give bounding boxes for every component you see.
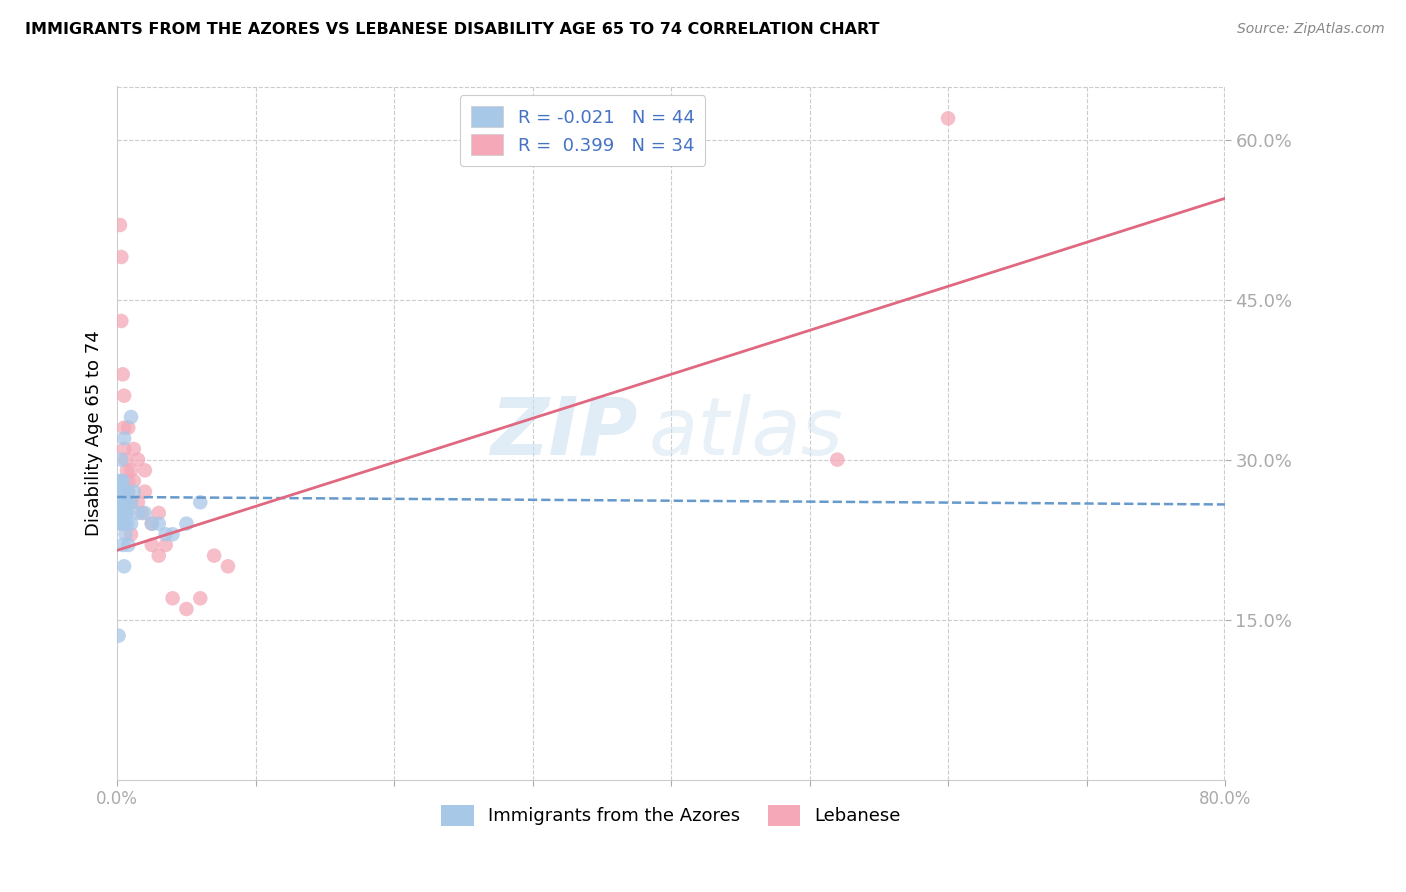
Point bbox=[176, 602, 198, 616]
Point bbox=[162, 527, 184, 541]
Point bbox=[110, 314, 132, 328]
Point bbox=[114, 484, 136, 499]
Point bbox=[112, 442, 135, 456]
Point bbox=[114, 495, 136, 509]
Point bbox=[217, 559, 239, 574]
Text: ZIP: ZIP bbox=[491, 394, 638, 472]
Point bbox=[188, 495, 211, 509]
Point bbox=[127, 506, 149, 520]
Point bbox=[112, 506, 135, 520]
Point bbox=[110, 506, 132, 520]
Point bbox=[936, 112, 959, 126]
Point bbox=[141, 516, 163, 531]
Point bbox=[117, 495, 139, 509]
Text: atlas: atlas bbox=[650, 394, 844, 472]
Point bbox=[110, 452, 132, 467]
Point bbox=[122, 484, 145, 499]
Text: Source: ZipAtlas.com: Source: ZipAtlas.com bbox=[1237, 22, 1385, 37]
Point bbox=[141, 516, 163, 531]
Point bbox=[141, 538, 163, 552]
Point bbox=[111, 484, 134, 499]
Point bbox=[115, 463, 138, 477]
Point bbox=[114, 452, 136, 467]
Point bbox=[114, 527, 136, 541]
Point bbox=[120, 409, 142, 424]
Point bbox=[202, 549, 225, 563]
Point bbox=[155, 527, 177, 541]
Y-axis label: Disability Age 65 to 74: Disability Age 65 to 74 bbox=[86, 330, 103, 536]
Point bbox=[122, 442, 145, 456]
Point bbox=[134, 463, 156, 477]
Point bbox=[115, 506, 138, 520]
Point bbox=[112, 516, 135, 531]
Point bbox=[111, 506, 134, 520]
Point bbox=[110, 474, 132, 488]
Point bbox=[107, 484, 129, 499]
Point bbox=[134, 506, 156, 520]
Point bbox=[111, 474, 134, 488]
Point bbox=[115, 516, 138, 531]
Point bbox=[111, 368, 134, 382]
Point bbox=[115, 484, 138, 499]
Point bbox=[162, 591, 184, 606]
Point bbox=[110, 484, 132, 499]
Point bbox=[117, 474, 139, 488]
Point bbox=[112, 559, 135, 574]
Point bbox=[111, 538, 134, 552]
Point bbox=[117, 420, 139, 434]
Legend: Immigrants from the Azores, Lebanese: Immigrants from the Azores, Lebanese bbox=[434, 797, 908, 833]
Point bbox=[110, 495, 132, 509]
Point bbox=[107, 506, 129, 520]
Point bbox=[112, 420, 135, 434]
Point bbox=[155, 538, 177, 552]
Point bbox=[120, 527, 142, 541]
Point bbox=[120, 516, 142, 531]
Text: IMMIGRANTS FROM THE AZORES VS LEBANESE DISABILITY AGE 65 TO 74 CORRELATION CHART: IMMIGRANTS FROM THE AZORES VS LEBANESE D… bbox=[25, 22, 880, 37]
Point bbox=[176, 516, 198, 531]
Point bbox=[122, 474, 145, 488]
Point bbox=[148, 516, 170, 531]
Point bbox=[148, 506, 170, 520]
Point bbox=[108, 218, 131, 232]
Point bbox=[111, 495, 134, 509]
Point bbox=[110, 250, 132, 264]
Point bbox=[112, 495, 135, 509]
Point bbox=[108, 495, 131, 509]
Point bbox=[148, 549, 170, 563]
Point bbox=[110, 516, 132, 531]
Point bbox=[117, 538, 139, 552]
Point bbox=[120, 463, 142, 477]
Point bbox=[108, 516, 131, 531]
Point bbox=[107, 629, 129, 643]
Point bbox=[188, 591, 211, 606]
Point bbox=[117, 484, 139, 499]
Point bbox=[127, 452, 149, 467]
Point bbox=[108, 484, 131, 499]
Point bbox=[120, 495, 142, 509]
Point bbox=[131, 506, 153, 520]
Point bbox=[120, 495, 142, 509]
Point bbox=[112, 389, 135, 403]
Point bbox=[134, 484, 156, 499]
Point bbox=[112, 431, 135, 445]
Point bbox=[127, 495, 149, 509]
Point bbox=[108, 474, 131, 488]
Point bbox=[114, 506, 136, 520]
Point bbox=[827, 452, 849, 467]
